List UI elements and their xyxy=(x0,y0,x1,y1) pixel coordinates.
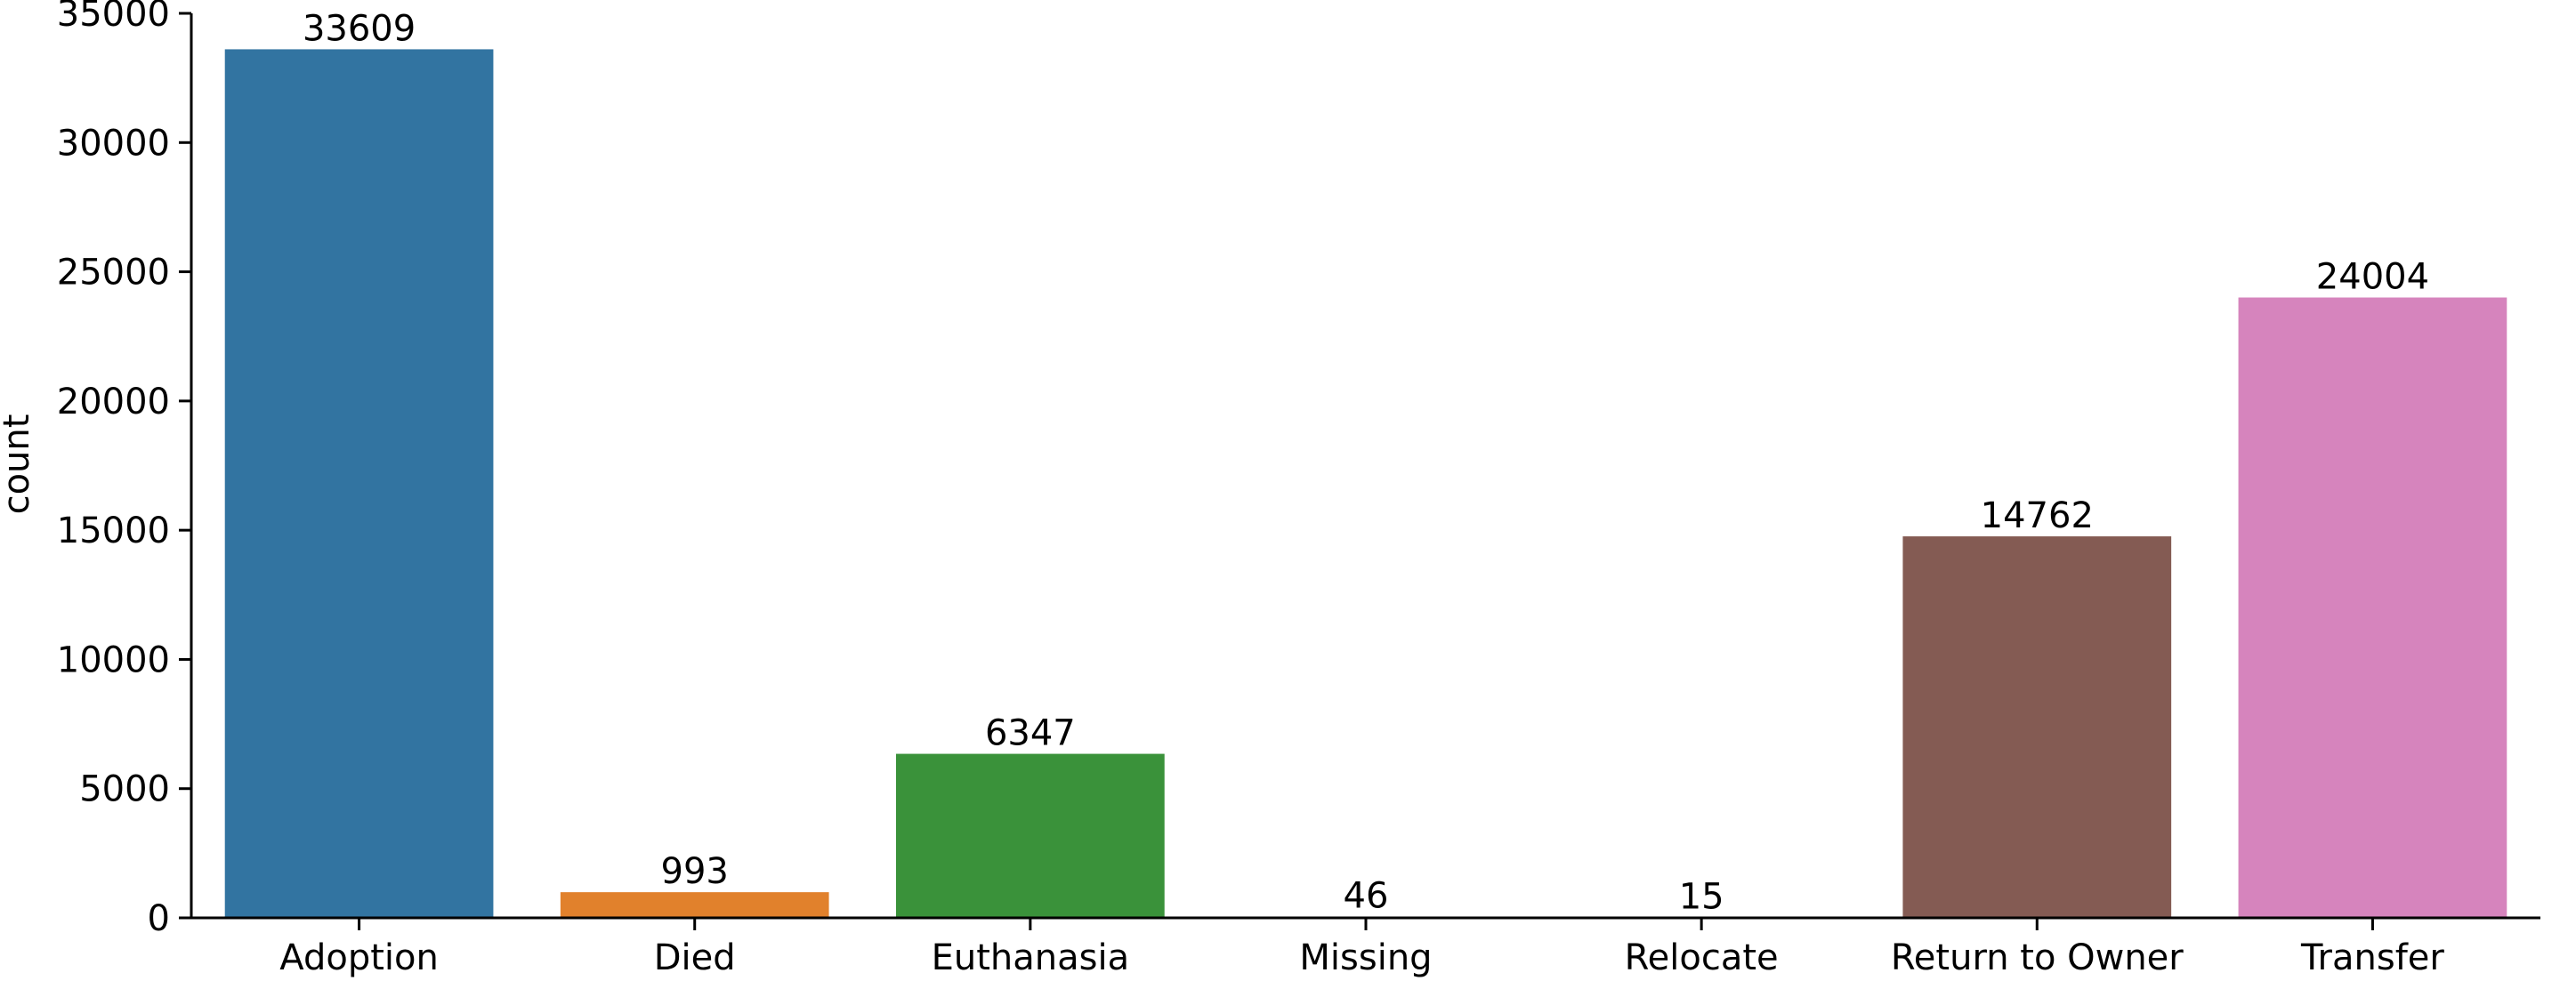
data-label: 24004 xyxy=(2316,257,2429,298)
data-label: 993 xyxy=(661,851,729,892)
x-tick-label: Missing xyxy=(1299,937,1432,978)
x-tick-label: Died xyxy=(654,937,736,978)
y-tick-label: 10000 xyxy=(57,639,170,680)
data-label: 6347 xyxy=(985,713,1076,754)
bar-transfer xyxy=(2238,297,2507,918)
bar-return-to-owner xyxy=(1902,536,2172,918)
x-tick-label: Transfer xyxy=(2300,937,2444,978)
y-tick-label: 35000 xyxy=(57,0,170,35)
bar-euthanasia xyxy=(896,753,1165,918)
bar-died xyxy=(560,892,829,918)
y-tick-label: 20000 xyxy=(57,382,170,422)
data-label: 46 xyxy=(1344,876,1389,917)
y-axis-label: count xyxy=(0,414,37,515)
data-label: 15 xyxy=(1679,877,1724,918)
x-tick-label: Euthanasia xyxy=(932,937,1130,978)
plot-area: 33609 Adoption 993 Died 6347 Euthanasia 46 Miss… xyxy=(57,0,2540,978)
x-tick-label: Relocate xyxy=(1625,937,1779,978)
data-label: 33609 xyxy=(303,8,416,49)
x-tick-label: Return to Owner xyxy=(1891,937,2184,978)
y-tick-label: 15000 xyxy=(57,511,170,551)
x-tick-label: Adoption xyxy=(279,937,439,978)
data-label: 14762 xyxy=(1981,495,2094,536)
y-tick-label: 0 xyxy=(148,898,170,939)
y-tick-label: 25000 xyxy=(57,253,170,293)
y-tick-label: 30000 xyxy=(57,123,170,164)
bar-adoption xyxy=(224,49,494,919)
y-tick-label: 5000 xyxy=(79,769,170,810)
